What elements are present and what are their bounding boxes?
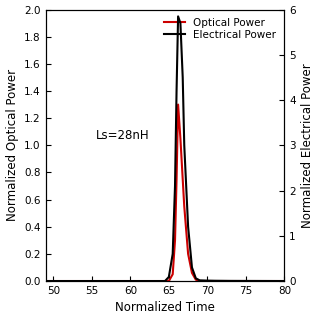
Electrical Power: [181, 76, 185, 79]
Electrical Power: [228, 279, 232, 283]
Optical Power: [182, 204, 186, 208]
Optical Power: [173, 238, 177, 242]
Optical Power: [179, 137, 182, 140]
Legend: Optical Power, Electrical Power: Optical Power, Electrical Power: [161, 15, 279, 43]
Electrical Power: [283, 279, 286, 283]
Electrical Power: [156, 279, 159, 283]
Optical Power: [175, 177, 179, 181]
Line: Electrical Power: Electrical Power: [45, 16, 284, 281]
Electrical Power: [179, 21, 182, 25]
Electrical Power: [171, 252, 175, 256]
Text: Ls=28nH: Ls=28nH: [96, 129, 149, 141]
Electrical Power: [198, 278, 202, 282]
Optical Power: [171, 272, 175, 276]
Optical Power: [202, 279, 205, 283]
Optical Power: [283, 279, 286, 283]
Electrical Power: [163, 279, 167, 283]
Electrical Power: [194, 276, 198, 280]
Electrical Power: [173, 184, 177, 188]
Y-axis label: Normalized Optical Power: Normalized Optical Power: [5, 69, 19, 221]
Electrical Power: [205, 279, 209, 283]
Optical Power: [44, 279, 47, 283]
Electrical Power: [176, 14, 180, 18]
Electrical Power: [213, 279, 217, 283]
Optical Power: [194, 278, 198, 282]
Optical Power: [190, 271, 194, 275]
Optical Power: [198, 279, 202, 283]
Y-axis label: Normalized Electrical Power: Normalized Electrical Power: [301, 63, 315, 228]
Electrical Power: [190, 266, 194, 269]
Electrical Power: [175, 89, 179, 93]
Electrical Power: [186, 225, 190, 229]
Optical Power: [186, 252, 190, 256]
Electrical Power: [182, 143, 186, 147]
Electrical Power: [44, 279, 47, 283]
Optical Power: [176, 103, 180, 107]
Line: Optical Power: Optical Power: [45, 105, 284, 281]
Electrical Power: [167, 275, 171, 279]
Optical Power: [167, 279, 171, 283]
X-axis label: Normalized Time: Normalized Time: [115, 301, 215, 315]
Optical Power: [163, 279, 167, 283]
